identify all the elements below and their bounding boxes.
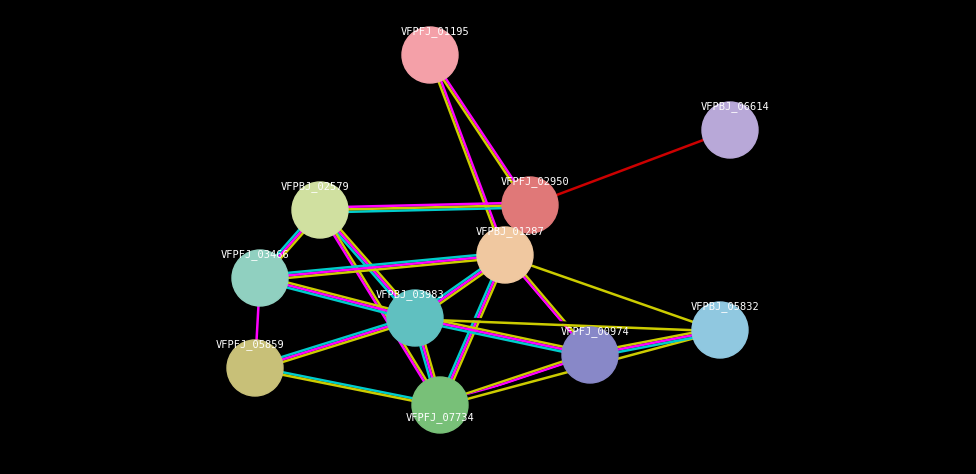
Text: VFPBJ_06614: VFPBJ_06614 [701,101,769,112]
Circle shape [477,227,533,283]
Circle shape [227,340,283,396]
Text: VFPBJ_03983: VFPBJ_03983 [376,289,444,300]
Text: VFPBJ_01287: VFPBJ_01287 [475,226,545,237]
Circle shape [412,377,468,433]
Text: VFPFJ_02950: VFPFJ_02950 [501,176,569,187]
Circle shape [402,27,458,83]
Text: VFPFJ_03466: VFPFJ_03466 [221,249,289,260]
Text: VFPFJ_05859: VFPFJ_05859 [216,339,284,350]
Circle shape [702,102,758,158]
Circle shape [232,250,288,306]
Circle shape [387,290,443,346]
Text: VFPBJ_02579: VFPBJ_02579 [281,181,349,192]
Text: VFPFJ_00974: VFPFJ_00974 [560,326,630,337]
Text: VFPFJ_07734: VFPFJ_07734 [406,412,474,423]
Circle shape [562,327,618,383]
Circle shape [292,182,348,238]
Circle shape [502,177,558,233]
Text: VFPFJ_01195: VFPFJ_01195 [400,26,469,37]
Circle shape [692,302,748,358]
Text: VFPBJ_05832: VFPBJ_05832 [691,301,759,312]
